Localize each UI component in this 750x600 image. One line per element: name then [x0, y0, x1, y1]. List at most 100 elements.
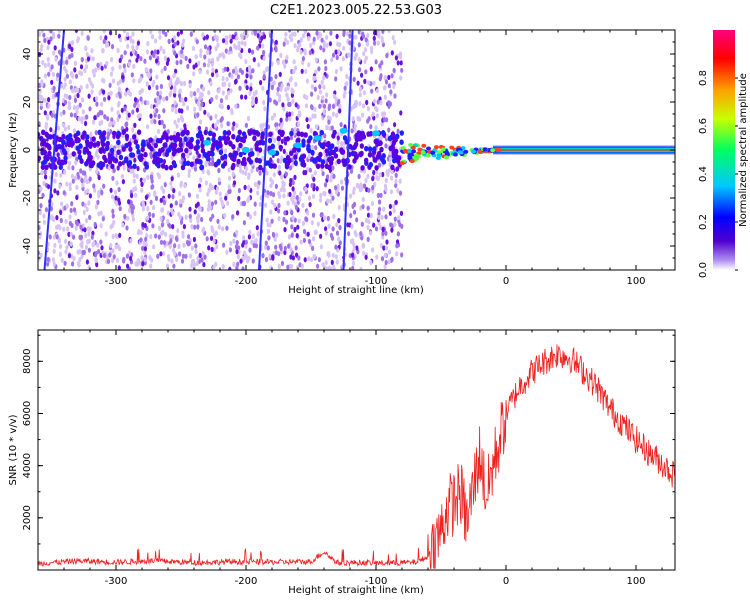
- noise-speck: [238, 163, 242, 169]
- noise-speck: [193, 106, 197, 112]
- noise-speck: [176, 172, 180, 178]
- noise-speck: [306, 166, 310, 172]
- noise-speck: [388, 210, 392, 216]
- noise-speck: [329, 30, 333, 36]
- noise-speck: [192, 236, 196, 243]
- noise-speck: [397, 215, 401, 221]
- noise-speck: [314, 124, 319, 130]
- noise-speck: [161, 30, 166, 35]
- noise-speck: [249, 74, 253, 80]
- snr-x-ticks: -300 -200 -100 0 100: [37, 330, 663, 587]
- noise-speck: [340, 185, 345, 191]
- noise-speck: [101, 216, 105, 222]
- noise-speck: [266, 228, 270, 234]
- noise-speck: [286, 200, 290, 206]
- noise-speck: [247, 174, 251, 180]
- noise-band-speck: [200, 143, 205, 149]
- noise-speck: [90, 234, 94, 240]
- noise-speck: [100, 245, 104, 251]
- noise-band-speck: [236, 134, 241, 141]
- noise-speck: [331, 52, 336, 58]
- noise-speck: [382, 206, 386, 212]
- noise-speck: [151, 205, 156, 211]
- noise-speck: [221, 75, 225, 82]
- noise-band-speck: [183, 136, 188, 142]
- noise-speck: [69, 112, 74, 118]
- noise-speck: [210, 226, 214, 232]
- noise-speck: [38, 234, 42, 240]
- colorbar-tick-label: 0.6: [698, 118, 709, 134]
- noise-speck: [379, 100, 383, 106]
- noise-speck: [257, 180, 261, 186]
- noise-speck: [254, 238, 258, 244]
- noise-band-speck: [231, 133, 236, 140]
- carrier-blob: [402, 148, 408, 153]
- noise-speck: [216, 42, 220, 48]
- noise-band-speck: [368, 161, 373, 168]
- noise-speck: [98, 90, 102, 96]
- noise-speck: [363, 47, 368, 53]
- noise-speck: [247, 195, 251, 202]
- noise-speck: [274, 39, 278, 45]
- noise-speck: [394, 178, 398, 184]
- noise-speck: [258, 201, 262, 207]
- noise-speck: [97, 174, 101, 181]
- noise-speck: [316, 94, 320, 101]
- noise-speck: [175, 60, 179, 66]
- noise-speck: [326, 174, 330, 180]
- noise-speck: [129, 35, 133, 41]
- noise-speck: [156, 128, 161, 135]
- noise-speck: [335, 230, 340, 236]
- noise-speck: [261, 122, 265, 128]
- noise-speck: [291, 162, 295, 168]
- noise-band-speck: [373, 138, 378, 145]
- noise-speck: [53, 188, 57, 194]
- noise-speck: [395, 243, 399, 249]
- carrier-blob: [440, 147, 446, 152]
- noise-speck: [70, 173, 75, 179]
- noise-speck: [80, 253, 84, 260]
- noise-speck: [166, 210, 170, 216]
- noise-speck: [53, 178, 57, 184]
- noise-band-speck: [378, 140, 383, 146]
- noise-band-speck: [308, 135, 313, 141]
- noise-band-speck: [377, 150, 382, 157]
- noise-speck: [152, 52, 156, 59]
- noise-speck: [71, 40, 75, 46]
- noise-speck: [257, 62, 261, 68]
- noise-speck: [169, 238, 173, 244]
- noise-speck: [355, 217, 359, 223]
- noise-speck: [218, 52, 222, 59]
- noise-speck: [380, 214, 384, 221]
- noise-speck: [156, 172, 160, 178]
- noise-speck: [38, 82, 42, 88]
- noise-speck: [93, 187, 97, 193]
- noise-speck: [168, 223, 172, 229]
- noise-speck: [111, 208, 115, 214]
- noise-speck: [150, 184, 154, 190]
- noise-speck: [40, 169, 44, 176]
- noise-speck: [102, 89, 106, 95]
- noise-band-speck: [116, 130, 121, 137]
- noise-speck: [79, 168, 83, 174]
- noise-speck: [322, 43, 326, 49]
- noise-speck: [62, 190, 66, 196]
- noise-speck: [217, 224, 221, 230]
- noise-speck: [279, 187, 283, 193]
- noise-speck: [71, 165, 75, 171]
- noise-speck: [173, 35, 177, 41]
- noise-speck: [250, 49, 255, 55]
- noise-speck: [280, 83, 284, 89]
- noise-speck: [283, 249, 287, 256]
- noise-speck: [292, 59, 296, 65]
- noise-speck: [311, 193, 316, 199]
- noise-speck: [172, 188, 176, 194]
- noise-speck: [158, 34, 162, 40]
- noise-speck: [196, 101, 200, 107]
- noise-band-speck: [128, 146, 133, 152]
- noise-speck: [377, 33, 381, 39]
- noise-speck: [181, 53, 185, 59]
- noise-speck: [131, 31, 135, 37]
- colorbar-gradient: [713, 30, 735, 270]
